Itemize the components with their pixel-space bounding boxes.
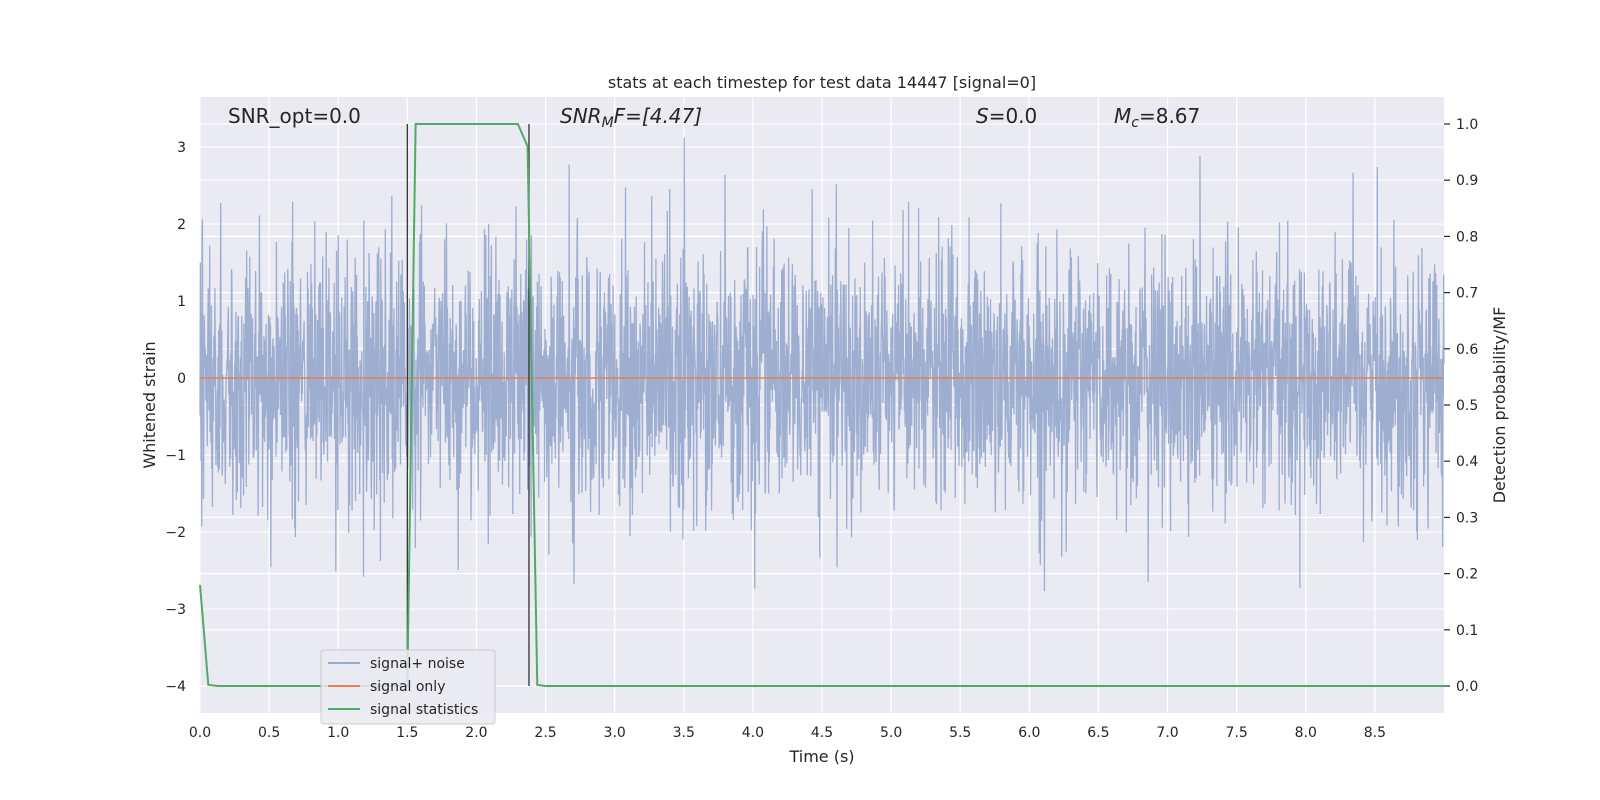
y2-tick-label: 0.4 xyxy=(1456,454,1478,470)
x-tick-label: 3.5 xyxy=(673,725,695,741)
x-tick-label: 7.5 xyxy=(1226,725,1248,741)
x-tick-label: 5.0 xyxy=(880,725,902,741)
x-tick-label: 6.5 xyxy=(1087,725,1109,741)
series-line-signal-statistics xyxy=(199,122,1444,688)
legend-box xyxy=(320,649,496,725)
y-tick-label: −4 xyxy=(165,679,186,695)
x-tick-label: 6.0 xyxy=(1018,725,1040,741)
y-tick-label: 0 xyxy=(177,371,186,387)
annotation-snr-mf: SNRMF=[4.47] xyxy=(560,104,702,131)
y2-tick-label: 0.9 xyxy=(1456,173,1478,189)
y2-axis-label: Detection probability/MF xyxy=(1490,307,1509,504)
x-tick-label: 2.0 xyxy=(465,725,487,741)
annotation-s: S=0.0 xyxy=(976,104,1037,128)
annotation-snr-opt: SNR_opt=0.0 xyxy=(228,104,361,128)
x-tick-label: 4.0 xyxy=(742,725,764,741)
y2-tick-label: 0.1 xyxy=(1456,623,1478,639)
y2-tick-label: 0.5 xyxy=(1456,398,1478,414)
series-signal-statistics xyxy=(199,122,1444,688)
x-tick-label: 8.5 xyxy=(1364,725,1386,741)
y2-tick-label: 1.0 xyxy=(1456,117,1478,133)
legend: signal+ noise signal only signal statist… xyxy=(320,649,496,725)
annotation-s-value: =0.0 xyxy=(989,104,1038,128)
y2-axis-ticks: 0.0 0.1 0.2 0.3 0.4 0.5 0.6 0.7 0.8 0.9 1.0 xyxy=(1444,117,1478,695)
legend-label-signal-only: signal only xyxy=(370,679,445,695)
x-axis-label: Time (s) xyxy=(788,747,854,766)
x-tick-label: 7.0 xyxy=(1156,725,1178,741)
x-tick-label: 4.5 xyxy=(811,725,833,741)
y2-tick-label: 0.6 xyxy=(1456,342,1478,358)
annotation-mc-symbol: M xyxy=(1114,104,1131,128)
x-tick-label: 0.0 xyxy=(189,725,211,741)
x-tick-label: 8.0 xyxy=(1295,725,1317,741)
y2-tick-label: 0.8 xyxy=(1456,229,1478,245)
annotation-s-symbol: S xyxy=(976,104,989,128)
annotation-snr-mf-symbol: SNR xyxy=(560,104,602,128)
y2-tick-label: 0.0 xyxy=(1456,679,1478,695)
y-tick-label: −2 xyxy=(165,525,186,541)
x-tick-label: 5.5 xyxy=(949,725,971,741)
annotation-snr-mf-subscript: M xyxy=(602,115,614,131)
y2-tick-label: 0.7 xyxy=(1456,286,1478,302)
y2-tick-label: 0.3 xyxy=(1456,510,1478,526)
chart-title: stats at each timestep for test data 144… xyxy=(608,73,1036,92)
legend-label-signal-noise: signal+ noise xyxy=(370,656,465,672)
annotation-mc: Mc=8.67 xyxy=(1114,104,1200,131)
y-tick-label: 2 xyxy=(177,217,186,233)
y-tick-label: 1 xyxy=(177,294,186,310)
x-axis-ticks: 0.0 0.5 1.0 1.5 2.0 2.5 3.0 3.5 4.0 4.5 5.0 5.5 6.0 6… xyxy=(189,725,1386,741)
x-tick-label: 3.0 xyxy=(604,725,626,741)
y2-tick-label: 0.2 xyxy=(1456,567,1478,583)
x-tick-label: 1.5 xyxy=(396,725,418,741)
y-tick-label: 3 xyxy=(177,140,186,156)
y-axis-ticks: −4 −3 −2 −1 0 1 2 3 xyxy=(165,140,186,695)
x-tick-label: 1.0 xyxy=(327,725,349,741)
x-tick-label: 0.5 xyxy=(258,725,280,741)
annotation-snr-mf-rest: F=[4.47] xyxy=(614,104,702,128)
y-tick-label: −1 xyxy=(165,448,186,464)
y-tick-label: −3 xyxy=(165,602,186,618)
annotation-mc-value: =8.67 xyxy=(1139,104,1200,128)
annotation-mc-subscript: c xyxy=(1131,115,1139,131)
y-axis-label: Whitened strain xyxy=(140,341,159,468)
x-tick-label: 2.5 xyxy=(534,725,556,741)
legend-label-signal-statistics: signal statistics xyxy=(370,702,478,718)
